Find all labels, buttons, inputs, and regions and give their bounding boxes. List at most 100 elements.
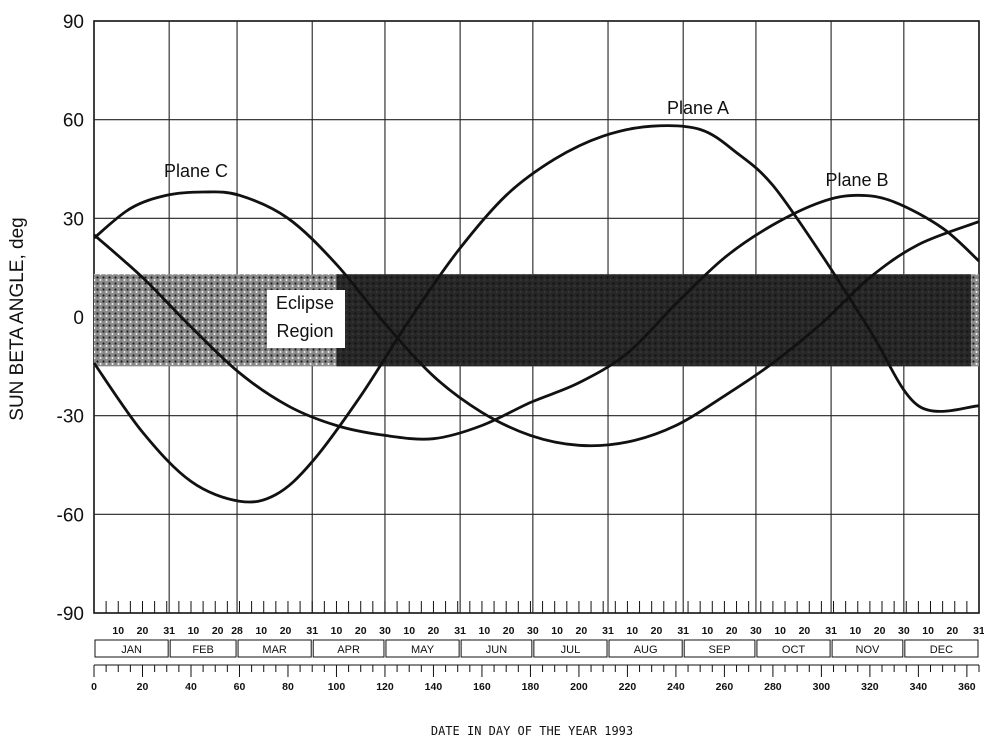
month-label: OCT bbox=[782, 644, 806, 656]
day-of-month-label: 20 bbox=[576, 625, 588, 637]
day-of-month-label: 31 bbox=[306, 625, 318, 637]
y-tick-label: 90 bbox=[63, 12, 84, 33]
eclipse-label-line2: Region bbox=[276, 321, 333, 341]
day-of-month-label: 30 bbox=[898, 625, 910, 637]
series-label-plane-a: Plane A bbox=[667, 98, 729, 118]
day-of-month-label: 31 bbox=[163, 625, 175, 637]
month-box bbox=[460, 639, 533, 658]
day-of-year-label: 160 bbox=[473, 681, 491, 693]
day-of-month-label: 20 bbox=[651, 625, 663, 637]
day-of-month-label: 10 bbox=[774, 625, 786, 637]
day-of-month-label: 31 bbox=[677, 625, 689, 637]
day-of-year-label: 0 bbox=[91, 681, 97, 693]
month-label: JUL bbox=[561, 644, 581, 656]
y-tick-label: -30 bbox=[57, 407, 84, 428]
day-of-month-label: 10 bbox=[403, 625, 415, 637]
day-of-month-label: 20 bbox=[799, 625, 811, 637]
day-of-month-label: 10 bbox=[255, 625, 267, 637]
day-of-year-label: 140 bbox=[425, 681, 443, 693]
y-tick-label: 60 bbox=[63, 111, 84, 132]
month-label: APR bbox=[337, 644, 360, 656]
day-of-month-label: 10 bbox=[112, 625, 124, 637]
month-box bbox=[608, 639, 683, 658]
day-of-month-label: 10 bbox=[702, 625, 714, 637]
month-box bbox=[831, 639, 904, 658]
y-axis-label: SUN BETA ANGLE, deg bbox=[7, 217, 28, 420]
day-of-month-label: 31 bbox=[825, 625, 837, 637]
month-box bbox=[533, 639, 608, 658]
month-label: AUG bbox=[634, 644, 658, 656]
day-of-year-label: 180 bbox=[522, 681, 540, 693]
day-of-month-label: 20 bbox=[726, 625, 738, 637]
month-label: JUN bbox=[486, 644, 507, 656]
month-label: NOV bbox=[856, 644, 881, 656]
eclipse-label-line1: Eclipse bbox=[276, 293, 334, 313]
day-of-year-label: 280 bbox=[764, 681, 782, 693]
day-of-year-label: 20 bbox=[137, 681, 149, 693]
day-of-month-label: 20 bbox=[355, 625, 367, 637]
day-of-month-label: 20 bbox=[874, 625, 886, 637]
day-of-year-label: 220 bbox=[619, 681, 637, 693]
month-box bbox=[237, 639, 312, 658]
month-label: FEB bbox=[192, 644, 213, 656]
y-tick-label: 0 bbox=[73, 308, 84, 329]
series-line-plane-c bbox=[93, 190, 980, 448]
day-of-year-label: 240 bbox=[667, 681, 685, 693]
day-of-month-label: 20 bbox=[137, 625, 149, 637]
y-tick-labels: 90 60 30 0 -30 -60 -90 bbox=[57, 12, 84, 625]
day-of-month-label: 30 bbox=[527, 625, 539, 637]
x-axis-timeline: 10 20 31 10 20 28 10 20 31 10 20 30 10 20 31 10 20 30 10 20… bbox=[91, 601, 984, 693]
series-line-plane-a bbox=[92, 124, 980, 504]
day-of-month-label: 20 bbox=[428, 625, 440, 637]
day-of-year-label: 80 bbox=[282, 681, 294, 693]
day-of-month-label: 30 bbox=[750, 625, 762, 637]
day-of-month-label: 28 bbox=[231, 625, 243, 637]
day-of-month-label: 10 bbox=[331, 625, 343, 637]
month-label: DEC bbox=[930, 644, 953, 656]
day-of-year-label: 40 bbox=[185, 681, 197, 693]
y-tick-label: -90 bbox=[57, 604, 84, 625]
month-label: MAR bbox=[262, 644, 287, 656]
y-tick-label: 30 bbox=[63, 209, 84, 230]
series-line-plane-b bbox=[93, 193, 980, 441]
month-box bbox=[683, 639, 756, 658]
day-of-year-label: 320 bbox=[861, 681, 879, 693]
y-tick-label: -60 bbox=[57, 505, 84, 526]
day-of-month-label: 10 bbox=[849, 625, 861, 637]
month-label: SEP bbox=[709, 644, 731, 656]
month-label: MAY bbox=[411, 644, 435, 656]
day-of-month-label: 10 bbox=[188, 625, 200, 637]
day-of-year-label: 260 bbox=[716, 681, 734, 693]
eclipse-label-box bbox=[267, 290, 345, 348]
day-of-year-label: 120 bbox=[376, 681, 394, 693]
series-label-plane-b: Plane B bbox=[825, 170, 888, 190]
month-box bbox=[385, 639, 460, 658]
day-of-year-label: 300 bbox=[813, 681, 831, 693]
day-of-year-label: 340 bbox=[910, 681, 928, 693]
series-lines bbox=[92, 124, 980, 504]
month-label: JAN bbox=[121, 644, 142, 656]
month-box bbox=[169, 639, 237, 658]
day-of-year-label: 200 bbox=[570, 681, 588, 693]
day-of-year-label: 60 bbox=[234, 681, 246, 693]
day-of-month-label: 20 bbox=[212, 625, 224, 637]
series-label-plane-c: Plane C bbox=[164, 161, 228, 181]
month-box bbox=[312, 639, 385, 658]
month-box bbox=[904, 639, 979, 658]
day-of-year-label: 360 bbox=[958, 681, 976, 693]
day-of-month-label: 10 bbox=[626, 625, 638, 637]
day-of-month-label: 31 bbox=[454, 625, 466, 637]
day-of-month-label: 31 bbox=[973, 625, 984, 637]
day-of-month-label: 10 bbox=[551, 625, 563, 637]
eclipse-region bbox=[94, 274, 979, 367]
day-of-month-label: 31 bbox=[602, 625, 614, 637]
day-of-month-label: 10 bbox=[479, 625, 491, 637]
day-of-month-label: 20 bbox=[280, 625, 292, 637]
day-of-month-label: 20 bbox=[503, 625, 515, 637]
day-of-month-label: 10 bbox=[922, 625, 934, 637]
x-axis-label: DATE IN DAY OF THE YEAR 1993 bbox=[431, 724, 633, 738]
day-of-year-label: 100 bbox=[328, 681, 346, 693]
day-of-month-label: 30 bbox=[379, 625, 391, 637]
month-box bbox=[94, 639, 169, 658]
